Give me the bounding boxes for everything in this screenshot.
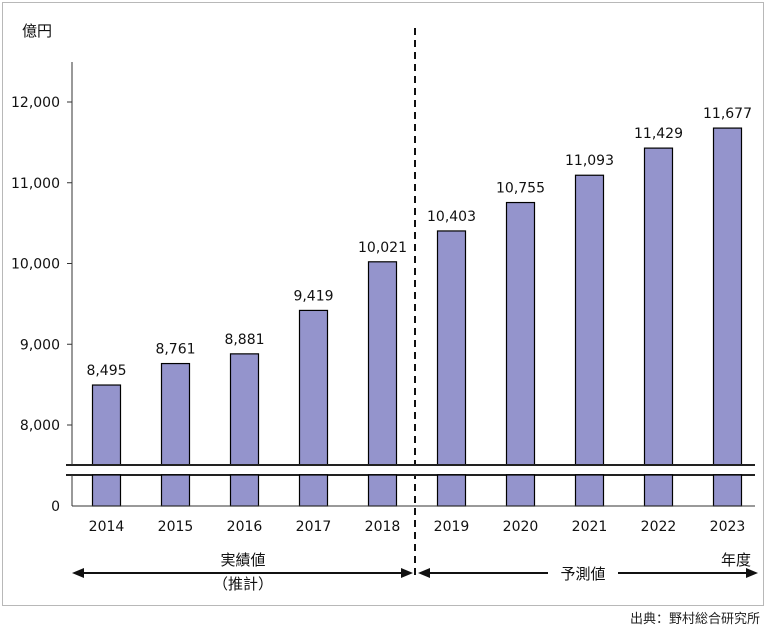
y-tick-label: 8,000 <box>20 418 60 434</box>
data-label-2016: 8,881 <box>224 332 264 348</box>
chart-frame <box>2 2 764 606</box>
x-axis-unit: 年度 <box>721 551 751 569</box>
bar-base-2019 <box>436 474 467 507</box>
data-label-2017: 9,419 <box>293 288 333 304</box>
x-tick-2016: 2016 <box>227 519 263 535</box>
bar-base-2020 <box>505 474 536 507</box>
data-label-2014: 8,495 <box>86 363 126 379</box>
y-tick-label: 9,000 <box>20 337 60 353</box>
x-tick-2023: 2023 <box>710 519 746 535</box>
x-tick-2019: 2019 <box>434 519 470 535</box>
axis-break-gap <box>66 466 756 475</box>
y-axis-unit: 億円 <box>22 22 52 40</box>
forecast-label: 予測値 <box>560 565 605 583</box>
bar-2017 <box>298 309 329 466</box>
y-tick-label: 12,000 <box>11 95 60 111</box>
data-label-2020: 10,755 <box>496 181 545 197</box>
forecast-label-bg <box>548 562 618 584</box>
data-label-2019: 10,403 <box>427 209 476 225</box>
bar-2016 <box>229 353 260 466</box>
data-label-2023: 11,677 <box>703 106 752 122</box>
y-tick-label: 11,000 <box>11 176 60 192</box>
bar-2020 <box>505 201 536 466</box>
data-label-2022: 11,429 <box>634 126 683 142</box>
x-tick-2022: 2022 <box>641 519 677 535</box>
bar-base-2017 <box>298 474 329 507</box>
bar-2019 <box>436 230 467 466</box>
actual-sublabel: （推計） <box>213 575 273 593</box>
bar-base-2015 <box>160 474 191 507</box>
forecast-arrow-left-head <box>418 568 430 578</box>
bar-2022 <box>643 147 674 466</box>
bar-2014 <box>91 384 122 466</box>
x-tick-2021: 2021 <box>572 519 608 535</box>
actual-label: 実績値 <box>220 551 265 569</box>
data-label-2021: 11,093 <box>565 153 614 169</box>
y-tick-label: 10,000 <box>11 257 60 273</box>
bar-2018 <box>367 261 398 466</box>
actual-arrow-left-head <box>72 568 84 578</box>
bar-2015 <box>160 362 191 466</box>
bar-base-2021 <box>574 474 605 507</box>
bar-2021 <box>574 174 605 466</box>
actual-arrow-right-head <box>401 568 413 578</box>
x-tick-2017: 2017 <box>296 519 332 535</box>
bar-2023 <box>712 127 743 466</box>
x-tick-2015: 2015 <box>158 519 194 535</box>
bar-base-2014 <box>91 474 122 507</box>
x-tick-2014: 2014 <box>89 519 125 535</box>
x-tick-2018: 2018 <box>365 519 401 535</box>
bar-base-2018 <box>367 474 398 507</box>
source-note: 出典：野村総合研究所 <box>629 612 760 627</box>
forecast-arrow-right-head <box>746 568 758 578</box>
data-label-2018: 10,021 <box>358 240 407 256</box>
bar-base-2023 <box>712 474 743 507</box>
data-label-2015: 8,761 <box>155 342 195 358</box>
bar-base-2016 <box>229 474 260 507</box>
x-tick-2020: 2020 <box>503 519 539 535</box>
bar-base-2022 <box>643 474 674 507</box>
y-tick-label-zero: 0 <box>51 499 60 515</box>
